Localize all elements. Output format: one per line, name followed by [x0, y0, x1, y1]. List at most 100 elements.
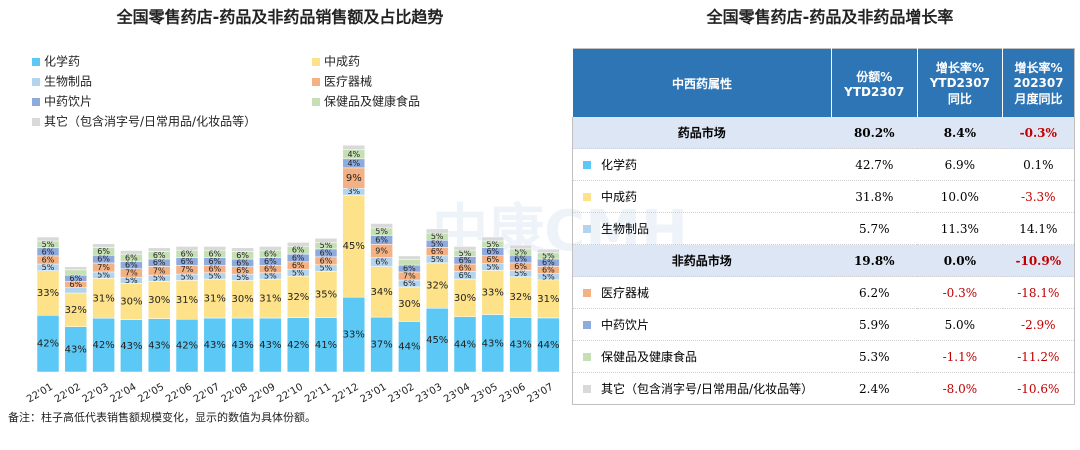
data-label: 4%	[347, 159, 360, 168]
cell: -10.9%	[1002, 244, 1075, 277]
table-title: 全国零售药店-药品及非药品增长率	[706, 8, 954, 27]
data-label: 6%	[542, 258, 555, 267]
color-swatch	[583, 193, 591, 201]
x-tick-label: 22'03	[81, 382, 111, 406]
cell: -2.9%	[1002, 308, 1075, 341]
data-label: 6%	[320, 256, 333, 265]
data-label: 42%	[176, 341, 198, 352]
bar-segment	[36, 236, 60, 242]
data-label: 6%	[97, 247, 110, 256]
data-label: 5%	[42, 263, 55, 272]
cell: 19.8%	[831, 244, 918, 277]
data-label: 6%	[208, 265, 221, 274]
bar-segment	[120, 250, 143, 255]
data-label: 6%	[486, 247, 499, 256]
row-label-cell: 其它（包含消字号/日常用品/化妆品等）	[572, 372, 832, 405]
data-label: 31%	[537, 294, 559, 305]
bar-segment	[398, 259, 421, 266]
data-label: 45%	[343, 241, 365, 252]
data-label: 6%	[42, 255, 55, 264]
data-label: 42%	[287, 340, 309, 351]
row: 保健品及健康食品 5.3% -1.1% -11.2%	[572, 340, 1075, 373]
data-label: 6%	[403, 264, 416, 273]
x-tick-label: 22'05	[136, 382, 166, 406]
data-label: 6%	[486, 255, 499, 264]
data-label: 5%	[125, 276, 138, 285]
legend-label: 中药饮片	[44, 94, 92, 109]
data-label: 43%	[509, 340, 531, 351]
bar-segment	[537, 248, 560, 254]
data-label: 6%	[375, 235, 388, 244]
data-label: 6%	[514, 255, 527, 264]
row-label: 保健品及健康食品	[601, 350, 698, 364]
cell: 8.4%	[917, 117, 1003, 149]
cell: -0.3%	[1002, 117, 1075, 149]
group-row: 非药品市场 19.8% 0.0% -10.9%	[572, 244, 1075, 277]
header-cell: 增长率% YTD2307 同比	[916, 48, 1003, 117]
data-label: 31%	[92, 293, 114, 304]
bar-segment	[92, 243, 115, 248]
row-label-cell: 化学药	[572, 148, 832, 181]
data-label: 44%	[398, 342, 420, 353]
bar-segment	[342, 144, 366, 150]
cell: -1.1%	[917, 340, 1003, 373]
bar-segment	[231, 247, 254, 252]
color-swatch	[583, 321, 591, 329]
data-label: 43%	[231, 340, 253, 351]
data-label: 5%	[264, 271, 277, 280]
row: 医疗器械 6.2% -0.3% -18.1%	[572, 276, 1075, 309]
cell: 80.2%	[831, 117, 918, 149]
x-tick-label: 23'05	[470, 382, 500, 406]
x-tick-label: 23'03	[414, 382, 444, 406]
data-label: 5%	[431, 255, 444, 264]
data-label: 5%	[97, 271, 110, 280]
data-label: 5%	[486, 240, 499, 249]
row-label-cell: 生物制品	[572, 212, 832, 245]
row: 中药饮片 5.9% 5.0% -2.9%	[572, 308, 1075, 341]
legend-label: 医疗器械	[324, 74, 372, 89]
row-label: 中药饮片	[601, 318, 650, 332]
data-label: 6%	[264, 265, 277, 274]
data-label: 7%	[181, 265, 194, 274]
legend-swatch	[312, 78, 320, 86]
data-label: 6%	[431, 247, 444, 256]
cell: 6.9%	[917, 148, 1003, 181]
header-cell: 增长率% 202307 月度同比	[1002, 48, 1075, 117]
chart-title: 全国零售药店-药品及非药品销售额及占比趋势	[116, 8, 444, 27]
x-tick-label: 23'04	[442, 382, 472, 406]
data-label: 32%	[509, 292, 531, 303]
cell: 14.1%	[1002, 212, 1075, 245]
cell: 0.1%	[1002, 148, 1075, 181]
cell: -10.6%	[1002, 372, 1075, 405]
data-label: 6%	[375, 258, 388, 267]
data-label: 5%	[542, 272, 555, 281]
data-label: 32%	[287, 292, 309, 303]
x-tick-label: 22'10	[275, 382, 305, 406]
data-label: 6%	[181, 257, 194, 266]
legend-label: 生物制品	[44, 75, 92, 89]
cell: 2.4%	[831, 372, 918, 405]
data-label: 42%	[92, 340, 114, 351]
data-label: 5%	[375, 227, 388, 236]
row: 生物制品 5.7% 11.3% 14.1%	[572, 212, 1075, 245]
row-label-cell: 中药饮片	[572, 308, 832, 341]
data-label: 5%	[320, 264, 333, 273]
cell: 5.7%	[831, 212, 918, 245]
bar-segment	[481, 236, 505, 242]
cell: 6.2%	[831, 276, 918, 309]
row-label: 生物制品	[601, 222, 650, 236]
data-label: 6%	[542, 266, 555, 275]
data-label: 6%	[292, 246, 305, 255]
data-label: 41%	[315, 340, 337, 351]
data-label: 44%	[454, 339, 476, 350]
row-label: 中成药	[601, 190, 638, 204]
data-label: 6%	[236, 251, 249, 260]
legend-label: 中成药	[324, 54, 360, 69]
bar-segment	[425, 228, 449, 234]
x-tick-label: 22'01	[25, 382, 55, 406]
data-label: 6%	[236, 258, 249, 267]
cell: -11.2%	[1002, 340, 1075, 373]
row-label: 非药品市场	[671, 254, 732, 268]
row-label-cell: 药品市场	[572, 117, 832, 149]
